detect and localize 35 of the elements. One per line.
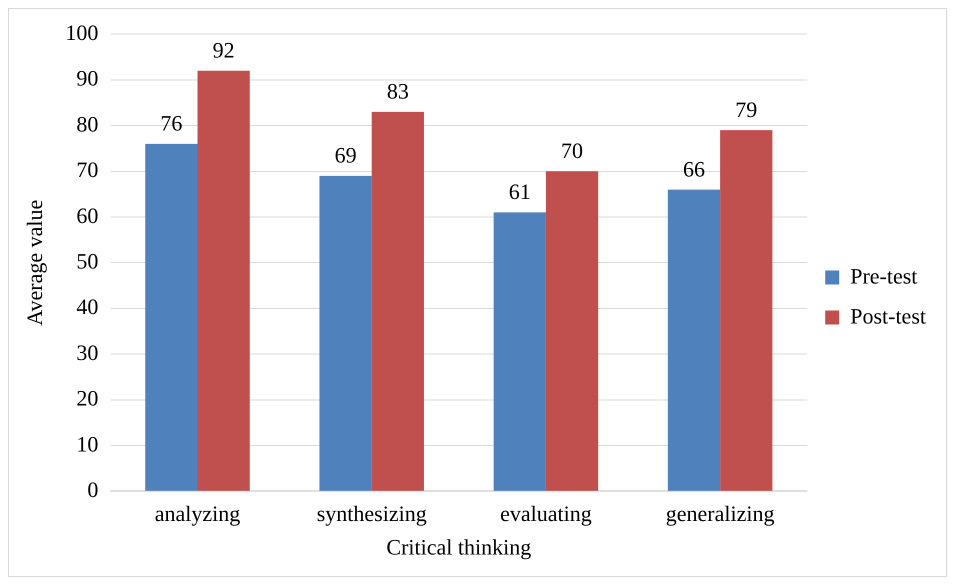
data-label: 66: [682, 156, 705, 182]
x-tick-label: evaluating: [500, 501, 592, 526]
bar: [319, 176, 372, 491]
y-tick-label: 70: [76, 157, 98, 182]
bar: [198, 70, 250, 491]
y-tick-label: 50: [76, 248, 98, 274]
y-axis-title: Average value: [22, 200, 47, 326]
bar: [668, 190, 720, 491]
y-tick-label: 0: [87, 476, 98, 502]
x-tick-label: analyzing: [154, 501, 240, 526]
x-axis-title: Critical thinking: [386, 534, 532, 560]
y-tick-label: 10: [76, 431, 98, 456]
y-tick-label: 30: [76, 340, 98, 365]
data-label: 70: [561, 138, 584, 164]
bar: [145, 144, 198, 491]
bar: [372, 112, 424, 491]
x-tick-label: synthesizing: [316, 501, 427, 526]
bar: [546, 171, 598, 491]
x-tick-label: generalizing: [666, 501, 774, 526]
y-tick-label: 90: [76, 66, 98, 91]
bar: [720, 130, 772, 491]
data-label: 79: [735, 96, 758, 122]
y-tick-label: 40: [76, 294, 98, 320]
data-label: 83: [386, 78, 409, 104]
y-tick-label: 100: [65, 20, 98, 45]
y-tick-label: 60: [76, 202, 98, 228]
data-label: 76: [160, 110, 182, 136]
data-label: 69: [334, 142, 357, 168]
y-tick-label: 80: [76, 111, 98, 136]
bar: [494, 212, 546, 491]
data-label: 92: [212, 38, 235, 63]
legend-label: Post-test: [850, 303, 926, 328]
legend-label: Pre-test: [850, 263, 918, 288]
y-tick-label: 20: [76, 386, 98, 411]
data-label: 61: [508, 179, 531, 204]
